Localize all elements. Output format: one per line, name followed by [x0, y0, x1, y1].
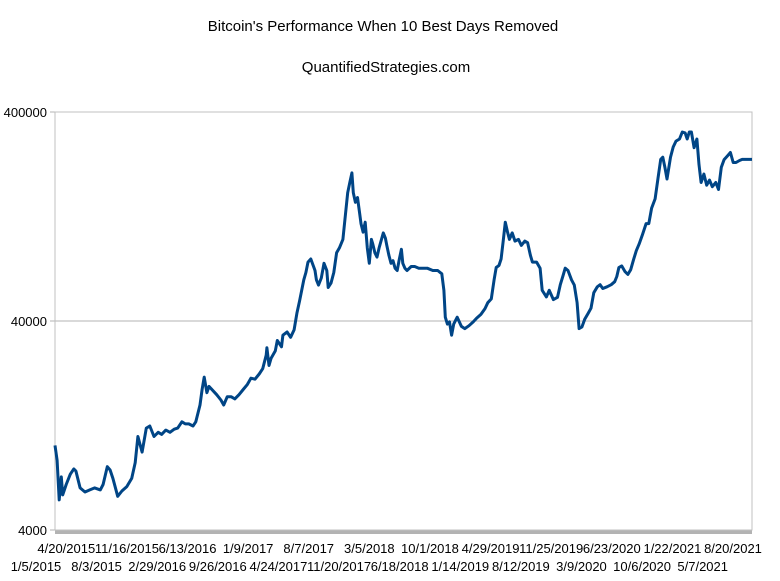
x-tick-label: 10/1/2018 — [401, 541, 459, 556]
x-tick-label: 8/12/2019 — [492, 559, 550, 574]
series-line — [53, 130, 752, 502]
x-tick-label: 3/9/2020 — [556, 559, 607, 574]
x-tick-label: 1/5/2015 — [11, 559, 62, 574]
x-tick-label: 1/14/2019 — [431, 559, 489, 574]
plot-area — [54, 111, 753, 531]
y-tick-label: 40000 — [11, 314, 47, 329]
x-tick-label: 6/23/2020 — [583, 541, 641, 556]
y-axis: 400000 40000 4000 — [4, 105, 47, 538]
x-tick-label: 4/24/2017 — [250, 559, 308, 574]
series-group — [53, 130, 752, 502]
x-tick-label: 2/29/2016 — [128, 559, 186, 574]
y-tick-label: 400000 — [4, 105, 47, 120]
x-tick-label: 3/5/2018 — [344, 541, 395, 556]
x-tick-label: 4/20/2015 — [37, 541, 95, 556]
x-tick-label: 8/20/2021 — [704, 541, 762, 556]
x-tick-label: 11/20/2017 — [307, 559, 371, 574]
x-tick-label: 4/29/2019 — [462, 541, 520, 556]
chart-title: Bitcoin's Performance When 10 Best Days … — [208, 18, 559, 35]
x-tick-label: 1/22/2021 — [643, 541, 701, 556]
x-tick-label: 8/3/2015 — [71, 559, 122, 574]
x-tick-label: 6/18/2018 — [371, 559, 429, 574]
gridlines — [50, 111, 752, 534]
x-tick-label: 1/9/2017 — [223, 541, 274, 556]
x-tick-label: 10/6/2020 — [613, 559, 671, 574]
x-tick-label: 9/26/2016 — [189, 559, 247, 574]
chart-subtitle: QuantifiedStrategies.com — [302, 59, 470, 76]
x-tick-label: 11/25/2019 — [519, 541, 583, 556]
x-axis-tick-band — [55, 530, 752, 534]
x-axis: 1/5/2015 4/20/2015 8/3/2015 11/16/2015 2/29/… — [11, 541, 762, 574]
x-tick-label: 8/7/2017 — [283, 541, 334, 556]
x-tick-label: 11/16/2015 — [95, 541, 159, 556]
y-tick-label: 4000 — [18, 523, 47, 538]
x-tick-label: 5/7/2021 — [677, 559, 728, 574]
x-tick-label: 6/13/2016 — [159, 541, 217, 556]
